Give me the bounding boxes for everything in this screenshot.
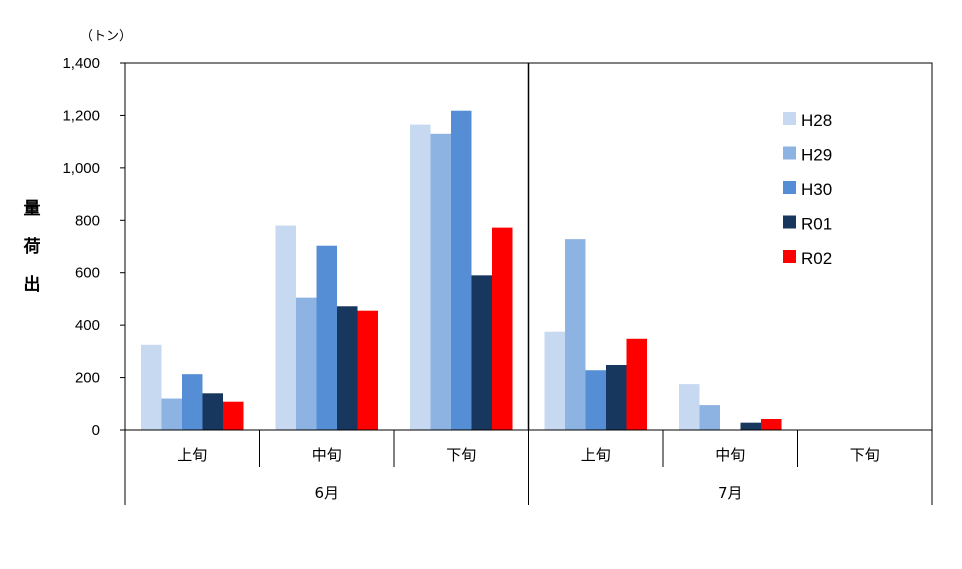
unit-label: （トン）: [80, 29, 132, 44]
bar-h28-1: [275, 225, 296, 430]
y-axis-label-char: 荷: [24, 236, 41, 257]
y-axis-label-char: 量: [24, 198, 41, 219]
y-tick-label: 1,400: [62, 55, 100, 72]
bar-r02-4: [761, 418, 782, 430]
x-category-label: 上旬: [581, 446, 611, 464]
bar-h30-0: [182, 374, 203, 430]
bar-r02-1: [357, 310, 378, 430]
x-group-label: 6月: [314, 484, 339, 502]
x-category-label: 下旬: [446, 446, 476, 464]
bar-r02-3: [626, 338, 647, 430]
y-tick-label: 0: [92, 422, 100, 439]
legend-swatch-r02: [783, 250, 796, 263]
bar-r01-2: [471, 275, 492, 430]
bar-h28-0: [141, 344, 162, 430]
x-category-label: 下旬: [850, 446, 880, 464]
legend-label-h30: H30: [801, 180, 832, 199]
legend-swatch-h30: [783, 181, 796, 194]
legend-swatch-h28: [783, 112, 796, 125]
x-category-label: 中旬: [715, 446, 745, 464]
bar-h30-1: [316, 245, 337, 430]
y-axis-ticks: 0 200 400 600 800 1,000 1,200 1,400: [62, 55, 125, 439]
bar-h28-2: [410, 124, 431, 430]
legend-label-r01: R01: [801, 215, 832, 234]
y-tick-label: 600: [75, 265, 100, 282]
y-axis-label: 出荷量: [24, 198, 41, 295]
bar-r01-1: [337, 306, 358, 430]
y-tick-label: 800: [75, 212, 100, 229]
bars-layer: [141, 110, 782, 431]
legend: H28 H29 H30 R01 R02: [783, 111, 832, 268]
x-category-label: 上旬: [177, 446, 207, 464]
bar-r02-0: [223, 401, 244, 430]
bar-h29-2: [430, 133, 451, 430]
bar-r02-2: [492, 227, 513, 430]
bar-r01-3: [606, 364, 627, 430]
bar-h30-3: [585, 370, 606, 430]
legend-label-h28: H28: [801, 111, 832, 130]
bar-h30-2: [451, 110, 472, 431]
bar-r01-0: [202, 393, 223, 430]
legend-label-h29: H29: [801, 146, 832, 165]
x-axis: 上旬 中旬 下旬 上旬 中旬 下旬 6月 7月: [124, 430, 933, 505]
legend-label-r02: R02: [801, 249, 832, 268]
y-tick-label: 200: [75, 370, 100, 387]
legend-swatch-r01: [783, 215, 796, 229]
bar-h28-4: [679, 384, 700, 430]
y-axis-label-char: 出: [24, 274, 41, 295]
x-category-label: 中旬: [312, 446, 342, 464]
bar-h29-1: [296, 297, 317, 430]
y-tick-label: 1,200: [62, 107, 100, 124]
x-group-label: 7月: [718, 484, 743, 502]
bar-r01-4: [740, 422, 761, 430]
bar-h29-0: [161, 398, 182, 430]
legend-swatch-h29: [783, 146, 796, 160]
bar-h29-4: [699, 405, 720, 430]
y-tick-label: 400: [75, 317, 100, 334]
bar-h29-3: [565, 239, 586, 430]
y-tick-label: 1,000: [62, 160, 100, 177]
bar-h28-3: [544, 331, 565, 430]
